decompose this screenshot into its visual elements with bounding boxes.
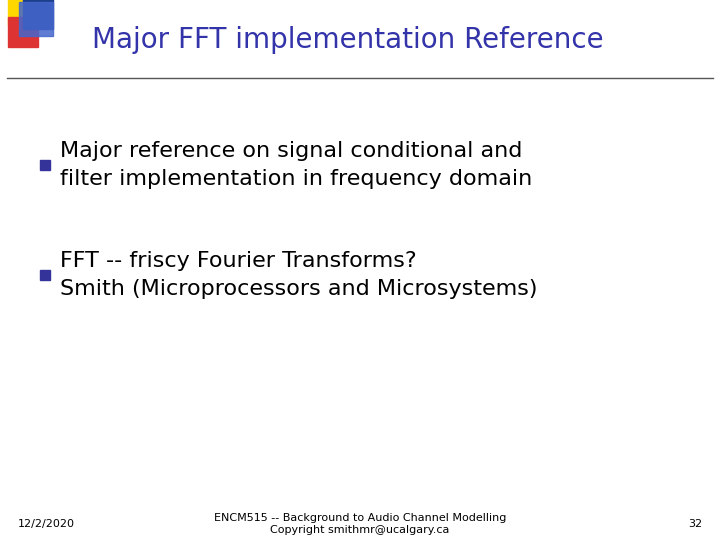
Bar xyxy=(40,160,50,170)
Bar xyxy=(19,2,53,36)
Text: FFT -- friscy Fourier Transforms?: FFT -- friscy Fourier Transforms? xyxy=(60,251,417,271)
Text: 32: 32 xyxy=(688,519,702,529)
Text: 12/2/2020: 12/2/2020 xyxy=(18,519,75,529)
Bar xyxy=(8,0,38,25)
Text: Major FFT implementation Reference: Major FFT implementation Reference xyxy=(92,26,603,54)
Bar xyxy=(23,0,53,29)
Text: Major reference on signal conditional and: Major reference on signal conditional an… xyxy=(60,141,523,161)
Bar xyxy=(40,270,50,280)
Text: filter implementation in frequency domain: filter implementation in frequency domai… xyxy=(60,169,532,189)
Text: Smith (Microprocessors and Microsystems): Smith (Microprocessors and Microsystems) xyxy=(60,279,538,299)
Bar xyxy=(8,17,38,47)
Text: ENCM515 -- Background to Audio Channel Modelling
Copyright smithmr@ucalgary.ca: ENCM515 -- Background to Audio Channel M… xyxy=(214,513,506,535)
